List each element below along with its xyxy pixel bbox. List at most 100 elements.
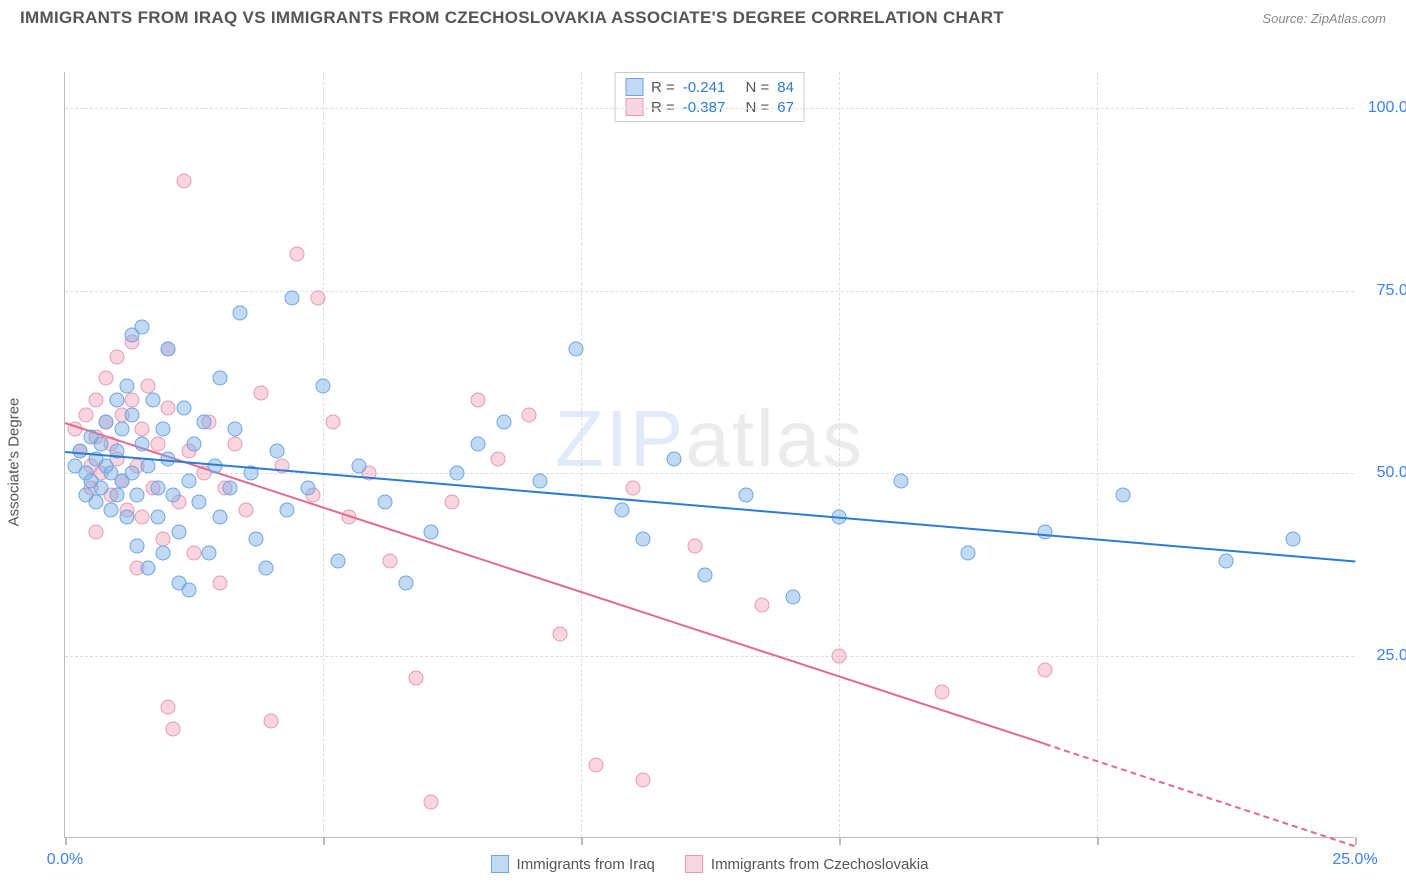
source-attribution: Source: ZipAtlas.com: [1262, 11, 1386, 26]
legend-item-iraq: Immigrants from Iraq: [491, 855, 655, 873]
x-tick: [323, 837, 325, 845]
gridline-v: [839, 72, 840, 837]
data-point: [635, 531, 650, 546]
data-point: [568, 342, 583, 357]
data-point: [99, 371, 114, 386]
x-tick-label: 0.0%: [47, 851, 83, 869]
data-point: [156, 546, 171, 561]
gridline-h: [65, 108, 1354, 109]
data-point: [114, 422, 129, 437]
data-point: [181, 473, 196, 488]
n-value-czech: 67: [777, 99, 794, 116]
data-point: [171, 524, 186, 539]
data-point: [94, 437, 109, 452]
data-point: [754, 597, 769, 612]
data-point: [326, 415, 341, 430]
data-point: [269, 444, 284, 459]
data-point: [161, 699, 176, 714]
data-point: [192, 495, 207, 510]
y-tick-label: 25.0%: [1362, 647, 1406, 665]
y-tick-label: 100.0%: [1362, 99, 1406, 117]
data-point: [1038, 524, 1053, 539]
data-point: [125, 393, 140, 408]
correlation-legend: R = -0.241 N = 84 R = -0.387 N = 67: [614, 72, 805, 122]
data-point: [310, 291, 325, 306]
r-value-czech: -0.387: [683, 99, 726, 116]
data-point: [383, 553, 398, 568]
data-point: [212, 510, 227, 525]
series-legend: Immigrants from Iraq Immigrants from Cze…: [491, 855, 929, 873]
data-point: [187, 437, 202, 452]
data-point: [228, 437, 243, 452]
data-point: [94, 480, 109, 495]
data-point: [264, 714, 279, 729]
data-point: [161, 400, 176, 415]
data-point: [223, 480, 238, 495]
legend-label-iraq: Immigrants from Iraq: [517, 856, 655, 873]
trend-line: [65, 451, 1355, 562]
data-point: [109, 488, 124, 503]
data-point: [470, 437, 485, 452]
y-tick-label: 50.0%: [1362, 464, 1406, 482]
data-point: [635, 772, 650, 787]
x-tick: [1355, 837, 1357, 845]
data-point: [491, 451, 506, 466]
data-point: [161, 342, 176, 357]
gridline-v: [581, 72, 582, 837]
data-point: [135, 437, 150, 452]
watermark-zip: ZIP: [555, 394, 685, 483]
data-point: [140, 561, 155, 576]
x-tick-label: 25.0%: [1332, 851, 1377, 869]
data-point: [450, 466, 465, 481]
data-point: [238, 502, 253, 517]
data-point: [109, 393, 124, 408]
gridline-v: [1097, 72, 1098, 837]
data-point: [615, 502, 630, 517]
x-tick: [65, 837, 67, 845]
gridline-h: [65, 656, 1354, 657]
data-point: [352, 458, 367, 473]
data-point: [470, 393, 485, 408]
data-point: [697, 568, 712, 583]
data-point: [187, 546, 202, 561]
watermark-atlas: atlas: [685, 394, 864, 483]
gridline-v: [323, 72, 324, 837]
chart-title: IMMIGRANTS FROM IRAQ VS IMMIGRANTS FROM …: [20, 8, 1004, 28]
data-point: [166, 721, 181, 736]
data-point: [135, 510, 150, 525]
x-tick: [1097, 837, 1099, 845]
data-point: [739, 488, 754, 503]
swatch-czech: [625, 98, 643, 116]
data-point: [212, 575, 227, 590]
legend-row-czech: R = -0.387 N = 67: [625, 97, 794, 117]
data-point: [687, 539, 702, 554]
x-tick: [839, 837, 841, 845]
legend-item-czech: Immigrants from Czechoslovakia: [685, 855, 929, 873]
data-point: [130, 539, 145, 554]
data-point: [166, 488, 181, 503]
data-point: [290, 247, 305, 262]
data-point: [228, 422, 243, 437]
r-value-iraq: -0.241: [683, 79, 726, 96]
legend-label-czech: Immigrants from Czechoslovakia: [711, 856, 929, 873]
data-point: [279, 502, 294, 517]
source-link[interactable]: ZipAtlas.com: [1311, 11, 1386, 26]
data-point: [300, 480, 315, 495]
swatch-czech: [685, 855, 703, 873]
y-axis-label: Associate's Degree: [6, 398, 23, 527]
gridline-h: [65, 291, 1354, 292]
legend-row-iraq: R = -0.241 N = 84: [625, 77, 794, 97]
data-point: [553, 626, 568, 641]
data-point: [181, 582, 196, 597]
data-point: [150, 437, 165, 452]
data-point: [785, 590, 800, 605]
data-point: [130, 488, 145, 503]
r-label: R =: [651, 79, 675, 96]
data-point: [145, 393, 160, 408]
data-point: [140, 378, 155, 393]
data-point: [254, 385, 269, 400]
swatch-iraq: [625, 78, 643, 96]
data-point: [893, 473, 908, 488]
data-point: [125, 466, 140, 481]
data-point: [88, 524, 103, 539]
